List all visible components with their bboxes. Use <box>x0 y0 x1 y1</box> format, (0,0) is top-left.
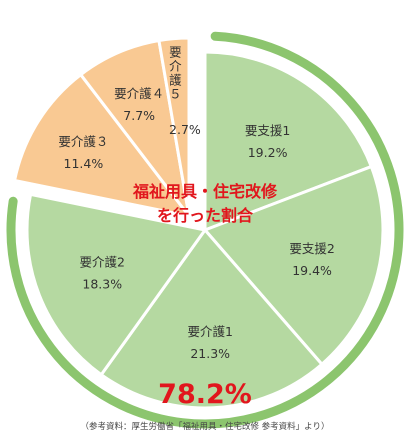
slice-value-label: 21.3% <box>190 346 230 361</box>
pie-slices <box>13 36 385 410</box>
slice-name-label: 要支援2 <box>289 241 334 256</box>
highlight-ring <box>6 31 404 429</box>
pie-slice <box>99 228 324 410</box>
pie-slice <box>13 73 191 218</box>
slice-value-label: 19.4% <box>292 263 332 278</box>
slice-value-label: 2.7% <box>169 122 201 137</box>
slice-name-label: 要介護2 <box>80 254 125 269</box>
slice-name-label: 要介護４ <box>114 86 164 101</box>
pie-slice <box>203 165 385 366</box>
pie-slice <box>157 36 191 218</box>
slice-labels: 要支援1 19.2% 要支援2 19.4% 要介護1 21.3% 要介護2 18.3% 要介護３… <box>58 44 334 361</box>
pie-slice <box>25 192 207 377</box>
slice-value-label: 7.7% <box>123 108 155 123</box>
slice-value-label: 19.2% <box>248 145 288 160</box>
pie-slice <box>203 50 373 232</box>
chart-title-line-2: を行った割合 <box>157 206 254 225</box>
slice-name-label: 要介護1 <box>187 324 232 339</box>
source-note: （参考資料：厚生労働省「福祉用具・住宅改修 参考資料」より） <box>80 421 329 432</box>
slice-name-label: 要介護３ <box>58 134 108 149</box>
slice-value-label: 18.3% <box>82 276 122 291</box>
slice-name-label: 要介護５ <box>169 44 182 101</box>
highlight-percentage: 78.2% <box>158 379 252 410</box>
slice-name-label: 要支援1 <box>245 123 290 138</box>
chart-title-line-1: 福祉用具・住宅改修 <box>132 182 278 201</box>
slice-value-label: 11.4% <box>64 156 104 171</box>
highlight-ring-arc <box>6 31 404 429</box>
